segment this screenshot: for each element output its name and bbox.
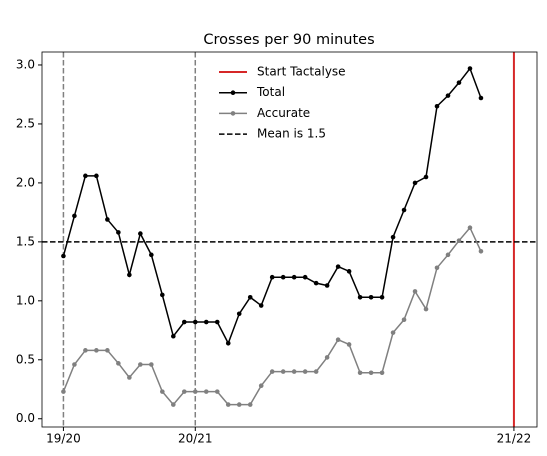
point [379, 294, 385, 300]
x-tick-label: 20/21 [178, 432, 213, 446]
point [171, 333, 176, 339]
y-tick-label: 0.0 [16, 411, 35, 425]
point [423, 174, 429, 180]
point [324, 355, 330, 360]
point [368, 370, 374, 376]
point [412, 180, 418, 186]
legend-marker [230, 90, 236, 95]
point [203, 389, 209, 394]
point [61, 253, 66, 259]
point [214, 319, 220, 325]
point [313, 280, 319, 286]
point [225, 340, 231, 346]
point [72, 362, 77, 367]
point [346, 269, 352, 274]
point [445, 93, 451, 98]
point [247, 294, 253, 300]
point [456, 80, 462, 85]
legend-marker [230, 111, 236, 116]
point [423, 306, 429, 312]
point [335, 337, 341, 343]
x-tick-label: 21/22 [497, 432, 532, 446]
point [313, 369, 319, 374]
point [291, 369, 297, 374]
point [127, 272, 132, 278]
point [171, 402, 176, 407]
point [247, 402, 253, 407]
point [456, 238, 462, 243]
point [269, 369, 275, 374]
point [149, 362, 154, 367]
point [258, 383, 264, 389]
y-tick-label: 2.0 [16, 175, 35, 189]
point [357, 370, 363, 376]
point [467, 66, 473, 71]
point [236, 402, 242, 407]
legend-label: Mean is 1.5 [257, 127, 326, 141]
legend-label: Start Tactalyse [257, 65, 346, 79]
point [181, 319, 187, 325]
point [94, 173, 99, 179]
point [236, 311, 242, 317]
point [390, 330, 396, 335]
point [116, 361, 121, 366]
point [127, 375, 132, 380]
point [105, 217, 110, 222]
y-tick-label: 1.0 [16, 293, 35, 307]
point [401, 317, 407, 322]
point [280, 369, 286, 374]
point [160, 292, 165, 298]
point [434, 265, 440, 271]
point [83, 348, 88, 353]
y-tick-label: 2.5 [16, 116, 35, 130]
y-tick-label: 0.5 [16, 352, 35, 366]
chart-title: Crosses per 90 minutes [203, 32, 374, 48]
point [94, 348, 99, 353]
point [116, 230, 121, 235]
point [346, 342, 352, 347]
point [467, 225, 473, 231]
point [478, 248, 484, 254]
point [160, 389, 165, 394]
point [83, 173, 88, 179]
point [214, 389, 220, 394]
point [302, 274, 308, 280]
point [357, 294, 363, 300]
point [478, 95, 484, 101]
legend-label: Accurate [257, 106, 310, 120]
point [379, 370, 385, 376]
point [72, 213, 77, 219]
point [335, 264, 341, 269]
point [434, 103, 440, 109]
point [269, 274, 275, 280]
point [445, 252, 451, 258]
x-tick-label: 19/20 [46, 432, 81, 446]
point [368, 294, 374, 300]
point [225, 402, 231, 407]
series-line [62, 226, 482, 406]
point [149, 252, 154, 258]
point [192, 319, 198, 325]
point [280, 274, 286, 280]
point [61, 389, 66, 394]
plot-frame [41, 51, 538, 428]
point [138, 231, 143, 236]
point [105, 348, 110, 353]
point [138, 362, 143, 367]
point [192, 389, 198, 394]
y-tick-label: 3.0 [16, 57, 35, 71]
point [258, 303, 264, 308]
point [324, 283, 330, 288]
point [203, 319, 209, 325]
point [401, 207, 407, 213]
y-tick-label: 1.5 [16, 234, 35, 248]
legend-label: Total [256, 85, 285, 99]
point [181, 389, 187, 394]
point [412, 289, 418, 294]
point [302, 369, 308, 374]
point [390, 234, 396, 240]
point [291, 274, 297, 280]
